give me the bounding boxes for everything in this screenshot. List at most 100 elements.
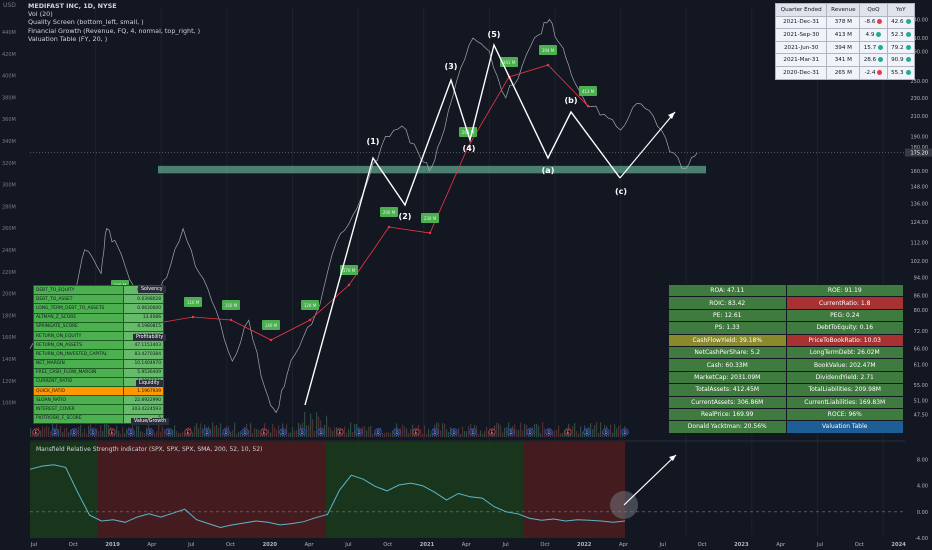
volume-bar [100,425,102,437]
price-tick: 86.00 [914,293,928,299]
symbol-title[interactable]: MEDIFAST INC, 1D, NYSE [28,2,117,10]
indicator-quality-screen[interactable]: Quality Screen (bottom_left, small, ) [28,18,144,27]
volume-bar [516,429,518,437]
rsi-positive-zone [30,442,98,538]
volume-bar [298,422,300,437]
event-marker [526,428,534,436]
volume-bar [370,425,372,437]
revenue-tag-label: 230 M [424,216,437,221]
volume-bar [602,430,604,437]
volume-bar [210,428,212,437]
quarter-cell: 2021-Jun-30 [774,40,828,55]
volume-bar [326,415,328,437]
volume-bar [534,424,536,437]
metric-name: DEBT_TO_EQUITY [33,284,124,296]
volume-bar [310,413,312,437]
volume-bar [88,425,90,437]
indicator-vol[interactable]: Vol (20) [28,10,53,19]
valuation-cell: ROE: 91.19 [785,283,904,298]
revenue-cell: 265 M [826,65,861,80]
rsi-tick: 0.00 [917,510,928,516]
volume-bar [496,422,498,437]
volume-bar [364,426,366,437]
event-marker-label: D [395,430,398,435]
wave-label: (5) [488,30,501,39]
volume-bar [498,423,500,437]
volume-bar [558,425,560,437]
volume-bar [542,422,544,437]
valuation-row: Cash: 60.33M BookValue: 202.47M [668,358,904,372]
status-dot-icon [905,31,911,37]
event-marker [260,428,268,436]
event-marker-label: D [604,430,607,435]
valuation-row: TotalAssets: 412.45M TotalLiabilities: 20… [668,383,904,397]
revenue-tag-label: 341 M [503,60,516,65]
valuation-table: ROA: 47.11 ROE: 91.19 ROIC: 83.42 CurrentRa… [668,283,904,434]
header-quarter: Quarter Ended [774,3,828,17]
event-marker [602,428,610,436]
price-tick: 250.00 [911,79,929,85]
price-tick: 55.00 [914,383,928,389]
revenue-cell: 413 M [826,28,861,42]
volume-bar [388,432,390,437]
volume-bar [598,432,600,437]
revenue-point [347,283,351,287]
time-tick: Oct [383,542,392,548]
volume-bar [252,432,254,437]
revenue-tag [539,45,557,55]
valuation-row: MarketCap: 2031.09M DividendYield: 2.71 [668,370,904,385]
category-profitability: Profitability [133,334,167,341]
volume-bar [406,428,408,437]
volume-bar [374,432,376,437]
volume-bar [254,428,256,437]
indicator-valuation-table[interactable]: Valuation Table (FY, 20, ) [28,34,108,43]
rsi-tick: 8.00 [917,458,928,464]
metric-name: SPRINGATE_SCORE [33,321,124,332]
volume-bar [138,426,140,437]
indicator-financial-growth[interactable]: Financial Growth (Revenue, FQ, 4, normal… [28,26,201,35]
event-marker [564,428,572,436]
volume-bar [232,430,234,437]
volume-bar [400,428,402,437]
revenue-tag [301,300,319,310]
yoy-cell: 52.3 [886,28,916,42]
volume-bar [294,430,296,437]
event-marker-label: E [491,430,494,435]
price-tick: 310.00 [911,36,929,42]
event-marker [203,428,211,436]
volume-bar [306,425,308,437]
quality-row: ALTMAN_Z_SCORE 13.4086 [33,312,165,323]
event-marker [621,428,629,436]
category-liquidity: Liquidity [136,380,163,387]
revenue-tag-label: 200 M [383,210,396,215]
rsi-negative-zone [98,442,326,538]
price-tick: 47.50 [914,413,928,419]
volume-bar [614,424,616,437]
metric-value: 0.0398028 [122,294,165,305]
volume-bar [214,426,216,437]
time-tick: Jul [501,542,508,548]
event-marker [222,428,230,436]
volume-bar [366,430,368,437]
volume-bar [314,430,316,437]
valuation-cell: TotalAssets: 412.45M [668,383,787,397]
volume-bar [136,425,138,437]
valuation-cell: BookValue: 202.47M [785,358,904,372]
volume-bar [422,433,424,437]
time-tick: Oct [540,542,549,548]
revenue-tag [184,297,202,307]
time-tick: Oct [698,542,707,548]
volume-bar [276,429,278,437]
volume-bar [172,429,174,437]
volume-bar [618,425,620,437]
volume-bar [256,429,258,437]
volume-bar [594,425,596,437]
volume-bar [574,423,576,437]
volume-bar [156,431,158,437]
valuation-cell: DividendYield: 2.71 [785,370,904,385]
event-marker-label: D [319,430,322,435]
volume-tick: 280M [2,204,16,210]
volume-bar [592,429,594,437]
event-marker-label: E [35,430,38,435]
